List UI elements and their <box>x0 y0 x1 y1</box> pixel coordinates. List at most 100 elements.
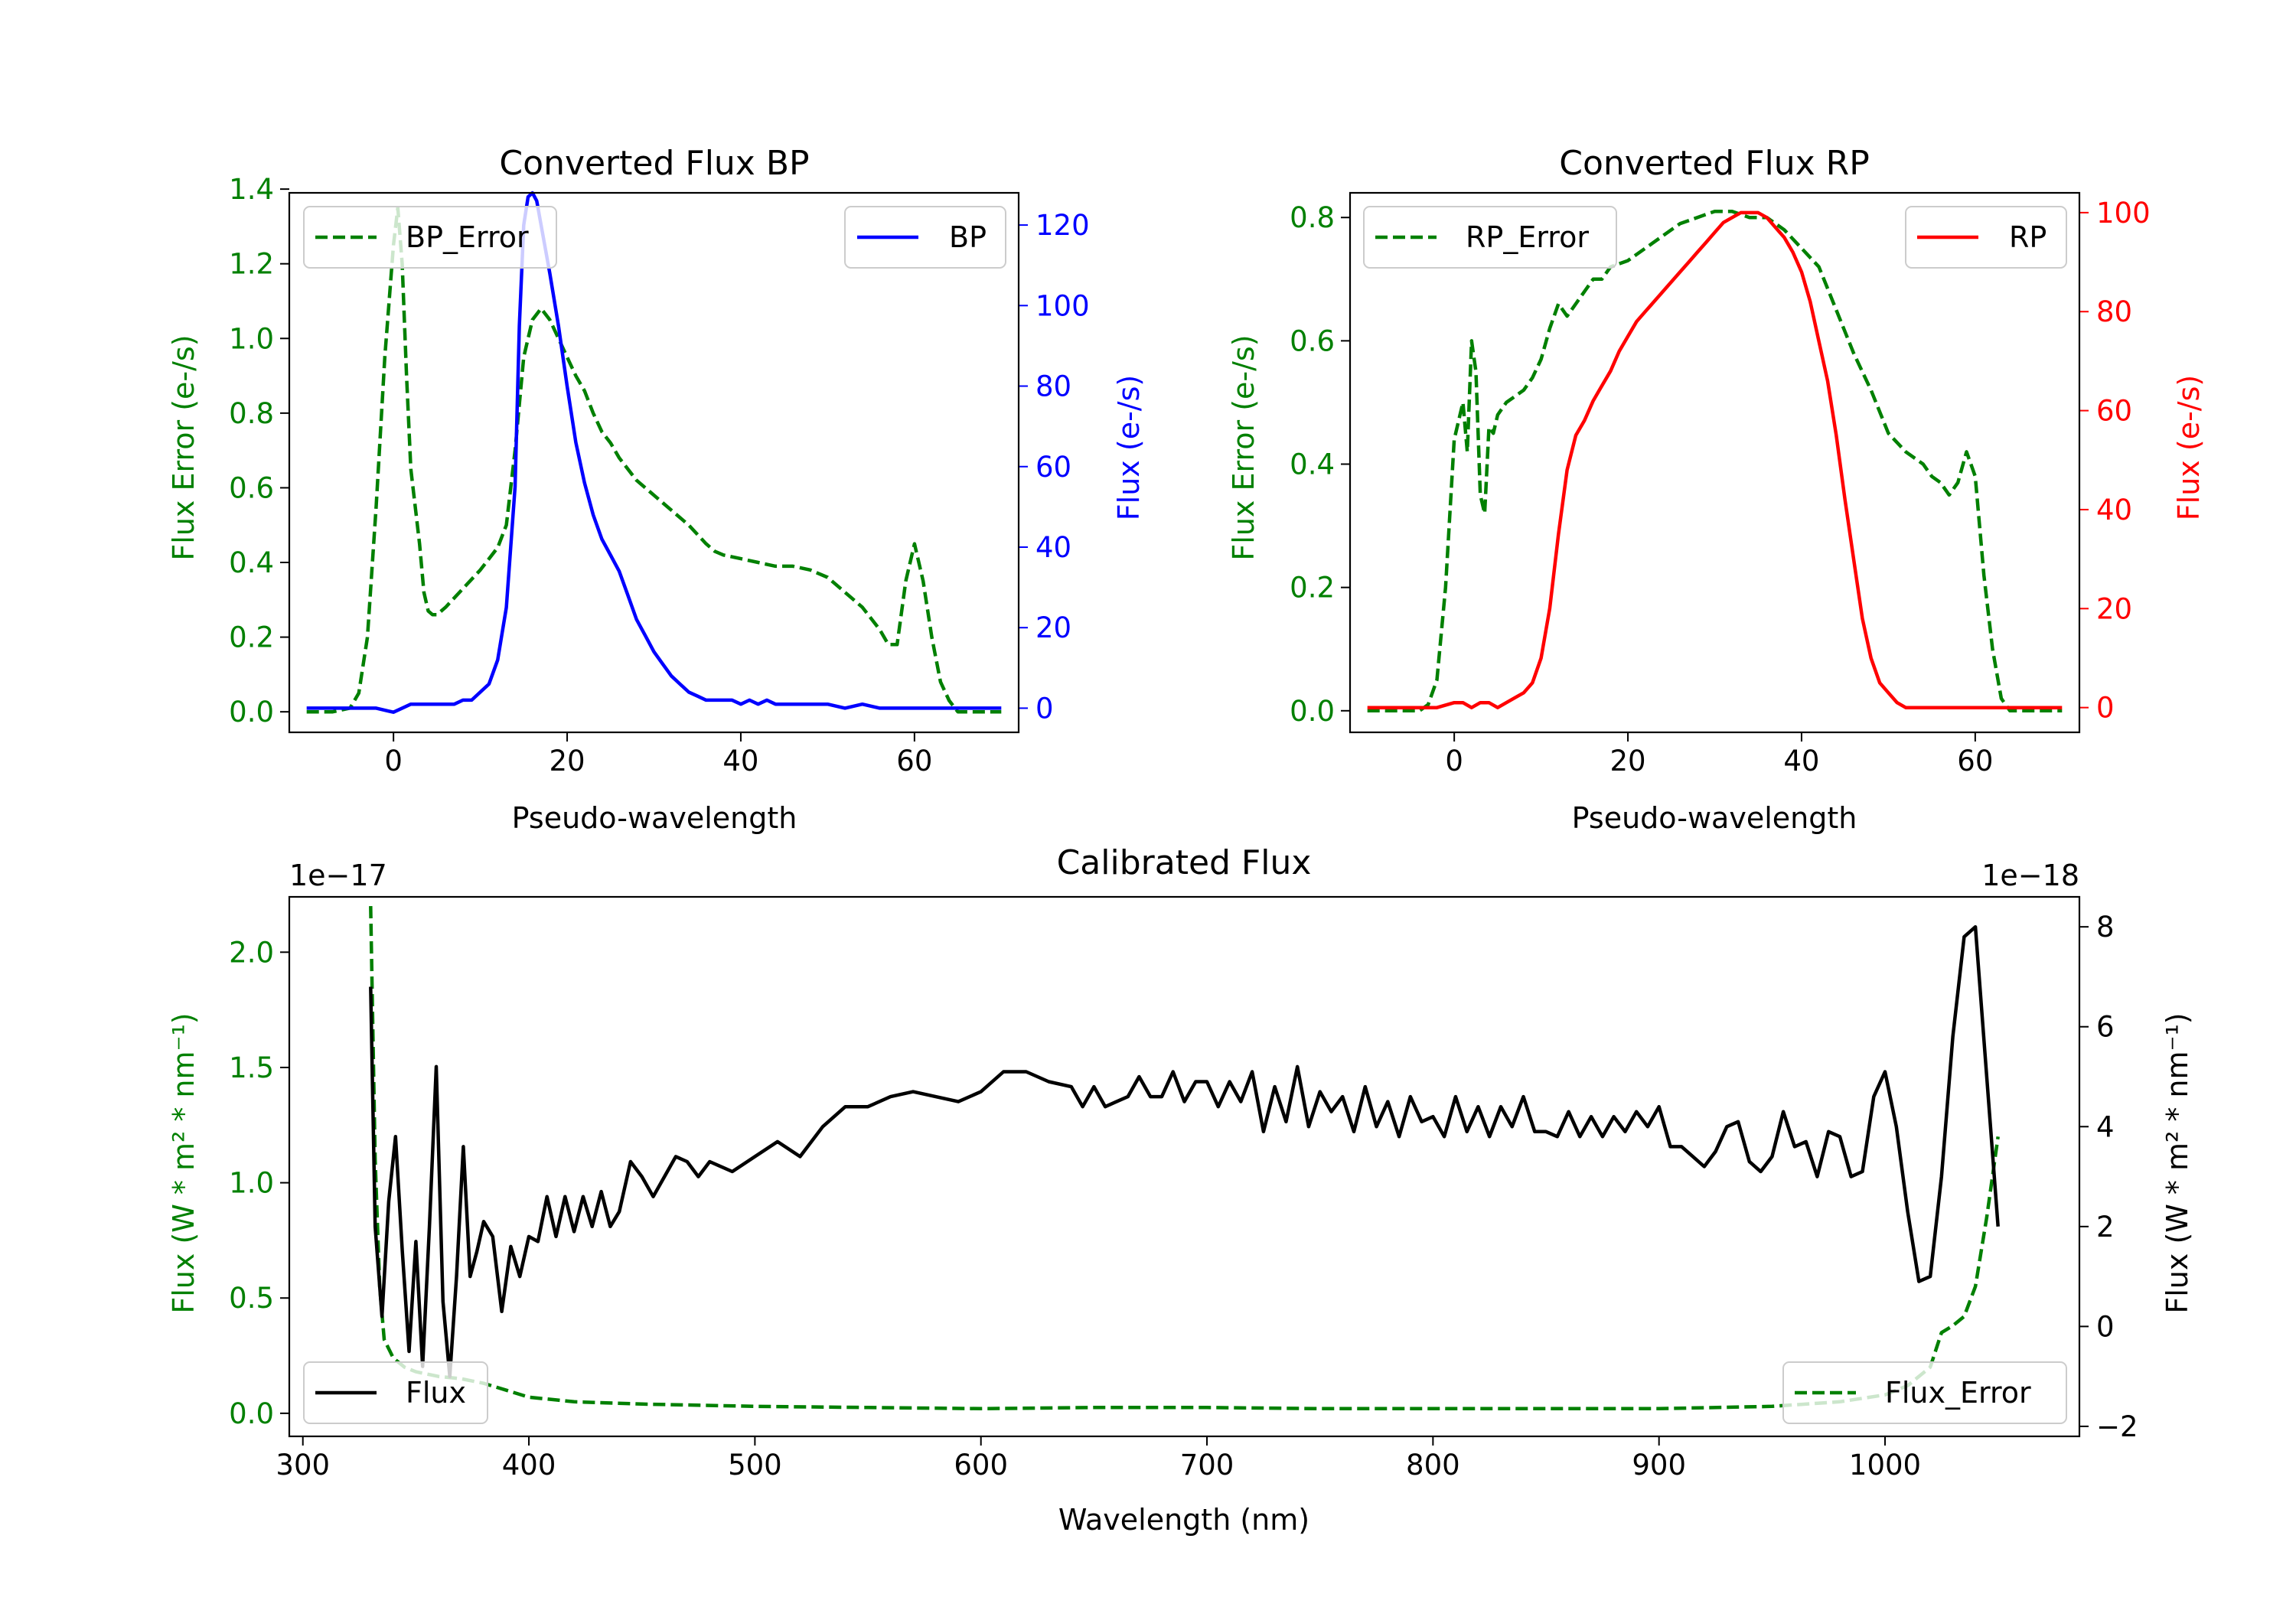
bp-left-ytick-label: 0.4 <box>229 546 274 579</box>
rp-left-ylabel: Flux Error (e-/s) <box>1227 334 1261 560</box>
bp-xtick-label: 20 <box>550 745 585 777</box>
bp-panel: Converted Flux BP Pseudo-wavelength Flux… <box>167 144 1146 835</box>
bp-axes-frame <box>288 191 1020 734</box>
bp-left-ytick-label: 1.2 <box>229 248 274 281</box>
bp-left-ytick-label: 1.4 <box>229 173 274 206</box>
cal-right-ylabel: Flux (W * m² * nm⁻¹) <box>2161 1012 2194 1313</box>
cal-xtick-label: 700 <box>1180 1449 1234 1482</box>
rp-panel: Converted Flux RP Pseudo-wavelength Flux… <box>1227 144 2206 835</box>
cal-series-group <box>369 906 2000 1411</box>
bp-right-ytick-label: 120 <box>1035 209 1090 242</box>
bp-legend-flux-label: BP <box>949 220 987 254</box>
cal-right-ytick-label: 2 <box>2096 1211 2115 1244</box>
cal-left-ylabel: Flux (W * m² * nm⁻¹) <box>167 1012 201 1313</box>
cal-tick-group: 300 400 500 600 700 800 900 1000 0.0 0.5 1.0 1.5 2.0… <box>229 911 2138 1482</box>
rp-legend-right: RP <box>1905 206 2067 269</box>
cal-xtick-label: 1000 <box>1849 1449 1921 1482</box>
bp-left-ytick-label: 0.8 <box>229 397 274 430</box>
bp-legend-right: BP <box>844 206 1006 269</box>
bp-left-ytick-label: 0.2 <box>229 621 274 654</box>
bp-xtick-label: 60 <box>896 745 932 777</box>
bp-right-ytick-label: 80 <box>1035 370 1071 403</box>
cal-legend-left: Flux <box>303 1361 488 1424</box>
rp-xtick-label: 20 <box>1610 745 1646 777</box>
rp-series-rp <box>1367 210 2063 709</box>
rp-legend-left-box <box>1363 206 1617 269</box>
bp-left-ytick-label: 1.0 <box>229 322 274 355</box>
cal-xtick-label: 300 <box>276 1449 330 1482</box>
bp-xlabel: Pseudo-wavelength <box>512 801 797 835</box>
rp-xlabel: Pseudo-wavelength <box>1572 801 1857 835</box>
bp-series-bp <box>306 191 1002 714</box>
cal-xtick-label: 900 <box>1632 1449 1686 1482</box>
rp-right-ytick-label: 20 <box>2096 592 2132 625</box>
rp-right-ytick-label: 80 <box>2096 295 2132 328</box>
cal-left-offset: 1e−17 <box>289 859 387 892</box>
rp-legend-flux-label: RP <box>2009 220 2047 254</box>
bp-xtick-label: 40 <box>722 745 758 777</box>
bp-right-ytick-label: 60 <box>1035 451 1071 484</box>
rp-right-ytick-label: 60 <box>2096 395 2132 428</box>
bp-legend-left-box <box>303 206 557 269</box>
cal-left-ytick-label: 0.0 <box>229 1397 274 1430</box>
bp-series-bp-error <box>306 206 1002 714</box>
cal-left-ytick-label: 0.5 <box>229 1282 274 1315</box>
rp-left-ytick-label: 0.0 <box>1290 695 1335 728</box>
rp-left-ytick-label: 0.6 <box>1290 324 1335 357</box>
rp-series-rp-error <box>1367 209 2063 713</box>
cal-series-flux <box>369 924 2000 1378</box>
cal-xtick-label: 600 <box>954 1449 1008 1482</box>
rp-left-ytick-label: 0.8 <box>1290 201 1335 234</box>
cal-xtick-label: 800 <box>1406 1449 1460 1482</box>
bp-xtick-label: 0 <box>384 745 403 777</box>
cal-legend-right-box <box>1782 1361 2067 1424</box>
bp-right-ylabel: Flux (e-/s) <box>1112 375 1146 520</box>
cal-legend-right: Flux_Error <box>1782 1361 2067 1424</box>
cal-legend-flux-label: Flux <box>406 1376 466 1410</box>
cal-right-offset: 1e−18 <box>1981 859 2079 892</box>
cal-right-ytick-label: −2 <box>2096 1410 2138 1443</box>
rp-xtick-label: 40 <box>1783 745 1819 777</box>
cal-left-ytick-label: 1.5 <box>229 1051 274 1084</box>
bp-right-ytick-label: 0 <box>1035 692 1054 725</box>
cal-title: Calibrated Flux <box>1057 843 1312 882</box>
rp-xtick-label: 0 <box>1445 745 1463 777</box>
cal-xlabel: Wavelength (nm) <box>1058 1503 1309 1537</box>
rp-axes-frame <box>1349 191 2081 734</box>
bp-right-ytick-label: 20 <box>1035 611 1071 644</box>
cal-axes-frame <box>288 895 2081 1438</box>
rp-right-ytick-label: 100 <box>2096 197 2151 230</box>
cal-xtick-label: 500 <box>728 1449 782 1482</box>
rp-series-group <box>1367 209 2063 713</box>
cal-right-ytick-label: 0 <box>2096 1310 2115 1343</box>
cal-right-ytick-label: 4 <box>2096 1110 2115 1143</box>
rp-xtick-label: 60 <box>1957 745 1993 777</box>
rp-legend-left: RP_Error <box>1363 206 1617 269</box>
cal-legend-left-box <box>303 1361 488 1424</box>
bp-tick-group: 0 20 40 60 0.0 0.2 0.4 0.6 0.8 1.0 1.2 1.4 0 20 40 60 80… <box>229 173 1089 777</box>
cal-series-flux-error <box>369 906 2000 1411</box>
cal-left-ytick-label: 2.0 <box>229 936 274 969</box>
cal-left-ytick-label: 1.0 <box>229 1167 274 1200</box>
bp-left-ylabel: Flux Error (e-/s) <box>167 334 201 560</box>
bp-legend-right-box <box>844 206 1006 269</box>
rp-right-ytick-label: 40 <box>2096 494 2132 526</box>
cal-xtick-label: 400 <box>502 1449 556 1482</box>
bp-right-ytick-label: 40 <box>1035 531 1071 564</box>
rp-title: Converted Flux RP <box>1559 144 1870 183</box>
rp-left-ytick-label: 0.2 <box>1290 572 1335 605</box>
bp-title: Converted Flux BP <box>499 144 809 183</box>
cal-right-ytick-label: 6 <box>2096 1011 2115 1044</box>
rp-right-ylabel: Flux (e-/s) <box>2172 375 2206 520</box>
rp-left-ytick-label: 0.4 <box>1290 448 1335 481</box>
bp-right-ytick-label: 100 <box>1035 289 1090 322</box>
calibrated-panel: Calibrated Flux Wavelength (nm) 1e−17 1e… <box>167 843 2194 1537</box>
bp-left-ytick-label: 0.0 <box>229 696 274 729</box>
rp-tick-group: 0 20 40 60 0.0 0.2 0.4 0.6 0.8 0 20 40 60 80 100 <box>1290 197 2150 777</box>
bp-legend-error-label: BP_Error <box>406 220 529 254</box>
cal-right-ytick-label: 8 <box>2096 911 2115 944</box>
rp-right-ytick-label: 0 <box>2096 692 2115 725</box>
bp-left-ytick-label: 0.6 <box>229 471 274 504</box>
rp-legend-right-box <box>1905 206 2067 269</box>
